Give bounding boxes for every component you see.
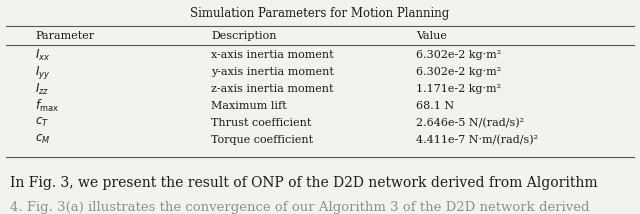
Text: $I_{zz}$: $I_{zz}$ [35,82,49,97]
Text: $c_{T}$: $c_{T}$ [35,116,49,129]
Text: z-axis inertia moment: z-axis inertia moment [211,84,333,94]
Text: Maximum lift: Maximum lift [211,101,287,111]
Text: 2.646e-5 N/(rad/s)²: 2.646e-5 N/(rad/s)² [416,118,524,128]
Text: $c_{M}$: $c_{M}$ [35,133,51,146]
Text: Description: Description [211,31,276,40]
Text: Parameter: Parameter [35,31,94,40]
Text: In Fig. 3, we present the result of ONP of the D2D network derived from Algorith: In Fig. 3, we present the result of ONP … [10,176,597,190]
Text: $I_{xx}$: $I_{xx}$ [35,48,51,63]
Text: 1.171e-2 kg·m²: 1.171e-2 kg·m² [416,84,501,94]
Text: Simulation Parameters for Motion Planning: Simulation Parameters for Motion Plannin… [190,7,450,21]
Text: x-axis inertia moment: x-axis inertia moment [211,50,334,60]
Text: 6.302e-2 kg·m²: 6.302e-2 kg·m² [416,50,501,60]
Text: 4.411e-7 N·m/(rad/s)²: 4.411e-7 N·m/(rad/s)² [416,135,538,145]
Text: y-axis inertia moment: y-axis inertia moment [211,67,334,77]
Text: 6.302e-2 kg·m²: 6.302e-2 kg·m² [416,67,501,77]
Text: Thrust coefficient: Thrust coefficient [211,118,312,128]
Text: Value: Value [416,31,447,40]
Text: Torque coefficient: Torque coefficient [211,135,314,145]
Text: $f_{\mathrm{max}}$: $f_{\mathrm{max}}$ [35,98,59,114]
Text: 4. Fig. 3(a) illustrates the convergence of our Algorithm 3 of the D2D network d: 4. Fig. 3(a) illustrates the convergence… [10,201,589,214]
Text: 68.1 N: 68.1 N [416,101,454,111]
Text: $I_{yy}$: $I_{yy}$ [35,64,51,81]
